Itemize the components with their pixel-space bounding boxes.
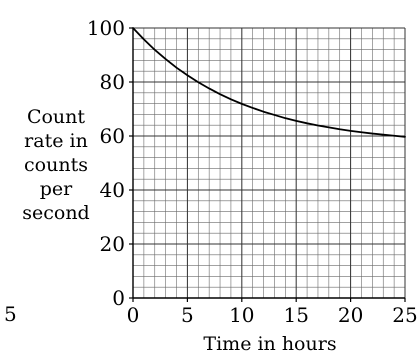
x-tick-label: 0 <box>127 303 140 327</box>
decay-curve <box>132 27 406 138</box>
margin-text: 5 <box>4 302 17 326</box>
y-tick-label: 60 <box>100 124 125 148</box>
axes <box>132 28 405 299</box>
y-tick-labels: 0 20 40 60 80 100 <box>87 16 133 310</box>
x-tick-label: 10 <box>229 303 254 327</box>
x-tick-labels: 0 5 10 15 20 25 <box>127 298 417 327</box>
y-tick-label: 20 <box>100 232 125 256</box>
x-tick-label: 25 <box>392 303 417 327</box>
series-group <box>132 27 406 138</box>
y-tick-label: 80 <box>100 70 125 94</box>
x-tick-label: 20 <box>338 303 363 327</box>
y-axis-label-line-4: per <box>40 178 73 200</box>
y-axis-label-line-2: rate in <box>24 130 88 152</box>
x-axis-label: Time in hours <box>203 333 336 355</box>
y-axis-label-line-3: counts <box>24 154 88 176</box>
y-axis-label-line-1: Count <box>27 106 85 128</box>
grid-minor <box>132 27 406 299</box>
grid-major <box>132 27 406 299</box>
x-tick-label: 15 <box>283 303 308 327</box>
y-tick-label: 40 <box>100 178 125 202</box>
y-axis-label-line-5: second <box>22 202 89 224</box>
y-tick-label: 0 <box>112 286 125 310</box>
y-tick-label: 100 <box>87 16 125 40</box>
x-tick-label: 5 <box>181 303 194 327</box>
